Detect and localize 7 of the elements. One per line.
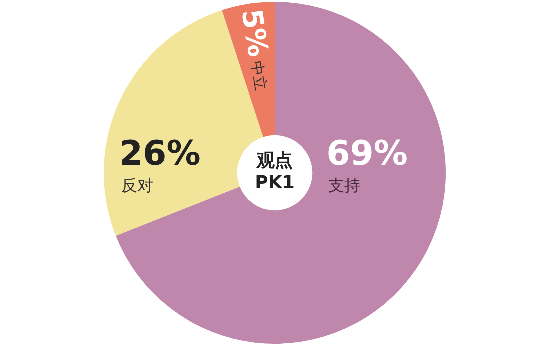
data-label: 5% [235,7,276,60]
data-label: 69% [326,134,408,174]
data-label: 26% [119,134,201,174]
slice-label: 反对 [121,176,154,195]
slice-label: 支持 [328,176,361,195]
text: 观点 PK1 [255,150,295,194]
slice-label: 中立 [247,60,270,92]
